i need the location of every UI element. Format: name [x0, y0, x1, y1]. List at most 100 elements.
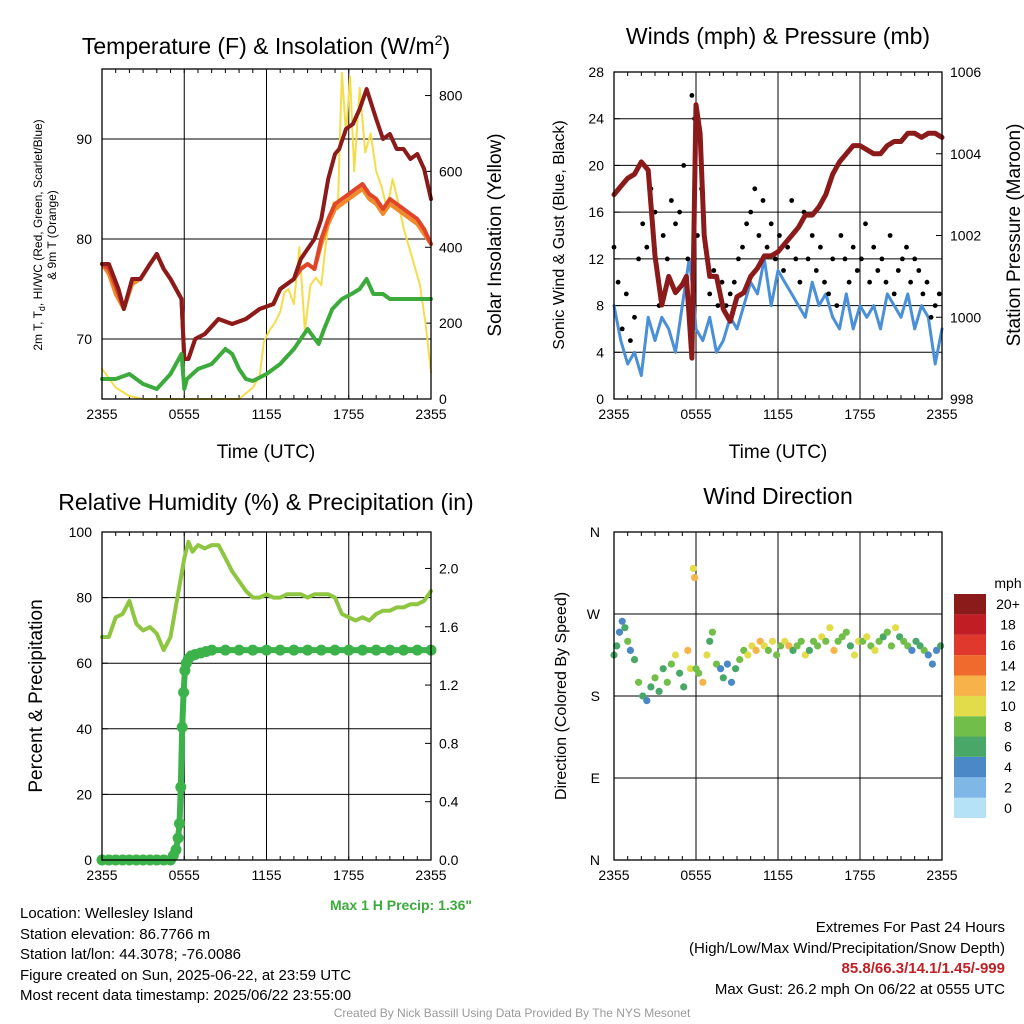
- y-tick-label-right: 1000: [950, 309, 981, 325]
- wind-direction-point: [667, 660, 676, 668]
- sonic-wind-line: [612, 257, 944, 378]
- wind-direction-point: [626, 646, 635, 655]
- gust-point: [883, 279, 889, 285]
- gust-point: [669, 198, 674, 203]
- wind-direction-point: [805, 646, 814, 655]
- y-tick-label: 100: [69, 524, 93, 540]
- winds-pressure-panel: Winds (mph) & Pressure (mb) 2355 0555 1155…: [551, 23, 1024, 463]
- y-tick-label: 80: [76, 231, 92, 247]
- y-tick-label: 8: [596, 298, 604, 314]
- gust-point: [673, 221, 678, 227]
- colorbar-label: 16: [1000, 637, 1016, 653]
- precip-point: [172, 832, 184, 844]
- x-tick-label: 0555: [680, 406, 711, 422]
- y-tick-label: 20: [588, 157, 604, 173]
- x-tick-label: 2355: [86, 406, 117, 422]
- y-tick-label: 80: [76, 590, 92, 606]
- temperature-plot-area: 2355 0555 1155 1755 2355 70 80 90 0 200 400 600 800: [76, 68, 463, 422]
- gust-point: [867, 279, 872, 285]
- y-tick-label-right: 200: [439, 315, 463, 331]
- wind-direction-point: [883, 628, 891, 636]
- humidity-plot-area: 2355 0555 1155 1755 23550204060801000.00.40.…: [69, 524, 459, 883]
- wind-direction-point: [846, 642, 855, 650]
- winds-chart-title: Winds (mph) & Pressure (mb): [626, 23, 930, 49]
- gust-point: [777, 233, 782, 238]
- colorbar-label: 4: [1004, 759, 1012, 775]
- gust-point: [664, 256, 670, 262]
- gust-point: [785, 244, 790, 250]
- wind-direction-point: [736, 656, 744, 664]
- gust-point: [768, 221, 774, 227]
- extremes-values: 85.8/66.3/14.1/1.45/-999: [841, 960, 1005, 977]
- y-tick-label-right: 400: [439, 239, 463, 255]
- gust-point: [756, 233, 762, 238]
- colorbar-swatch: [954, 594, 986, 615]
- gust-point: [838, 233, 844, 238]
- gust-point: [677, 209, 682, 215]
- wind-direction-point: [744, 651, 752, 659]
- wind-direction-point: [879, 633, 887, 641]
- gust-point: [900, 256, 905, 262]
- pressure-line: [611, 102, 945, 361]
- gust-point: [924, 279, 930, 285]
- wind-direction-point: [723, 660, 732, 668]
- x-tick-label: 2355: [598, 406, 629, 422]
- gust-point: [859, 256, 864, 262]
- wind-direction-point: [615, 628, 624, 636]
- gust-point: [740, 244, 745, 250]
- y-tick-label: 40: [76, 721, 92, 737]
- wind-direction-point: [809, 637, 818, 645]
- colorbar-label: 8: [1004, 718, 1012, 734]
- colorbar-swatch: [954, 716, 986, 737]
- wind-direction-point: [773, 651, 781, 659]
- wind-direction-point: [891, 624, 900, 632]
- x-tick-label: 2355: [926, 867, 957, 883]
- precip-point: [174, 818, 185, 830]
- wind-direction-point: [708, 628, 717, 636]
- direction-tick-label: S: [591, 688, 600, 704]
- wind-direction-point: [699, 678, 707, 686]
- colorbar-swatch: [954, 695, 986, 717]
- gust-point: [809, 233, 815, 238]
- y-tick-label: 0: [596, 391, 604, 407]
- y-tick-label-right: 1.2: [439, 677, 459, 693]
- precip-point: [343, 644, 355, 656]
- wind-y-axis-label: Sonic Wind & Gust (Blue, Black): [551, 120, 568, 349]
- wind-direction-point: [712, 660, 721, 668]
- direction-tick-label: N: [590, 852, 600, 868]
- gust-point: [842, 256, 848, 262]
- humidity-chart-title: Relative Humidity (%) & Precipitation (i…: [58, 489, 473, 515]
- gust-point: [760, 198, 766, 203]
- colorbar-swatch: [954, 634, 986, 656]
- y-tick-label: 12: [588, 251, 604, 267]
- figure-created: Figure created on Sun, 2025-06-22, at 23…: [20, 966, 352, 984]
- direction-tick-label: N: [590, 524, 600, 540]
- y-tick-label-right: 998: [950, 391, 974, 407]
- gust-point: [715, 303, 721, 308]
- wind-direction-point: [871, 646, 879, 655]
- x-tick-label: 2355: [926, 406, 957, 422]
- wind-direction-point: [651, 674, 659, 682]
- precip-point: [302, 644, 314, 656]
- precip-point: [315, 644, 327, 656]
- precip-point: [411, 644, 423, 656]
- wind-direction-point: [752, 646, 760, 655]
- gust-point: [636, 256, 641, 262]
- colorbar-swatch: [954, 675, 986, 696]
- y-tick-label-right: 1006: [950, 64, 981, 80]
- y-tick-label-right: 1002: [950, 228, 981, 244]
- gust-point: [904, 244, 909, 250]
- gust-point: [928, 314, 934, 320]
- wind-direction-point: [635, 678, 643, 686]
- y-tick-label: 90: [76, 131, 92, 147]
- gust-point: [805, 256, 811, 262]
- gust-point: [822, 279, 827, 285]
- gust-point: [818, 244, 823, 250]
- colorbar-swatch: [954, 756, 986, 778]
- gust-point: [932, 303, 938, 308]
- colorbar-swatch: [954, 797, 986, 818]
- gust-point: [895, 268, 901, 273]
- y-tick-label-right: 800: [439, 88, 463, 104]
- wind-direction-point: [686, 665, 695, 673]
